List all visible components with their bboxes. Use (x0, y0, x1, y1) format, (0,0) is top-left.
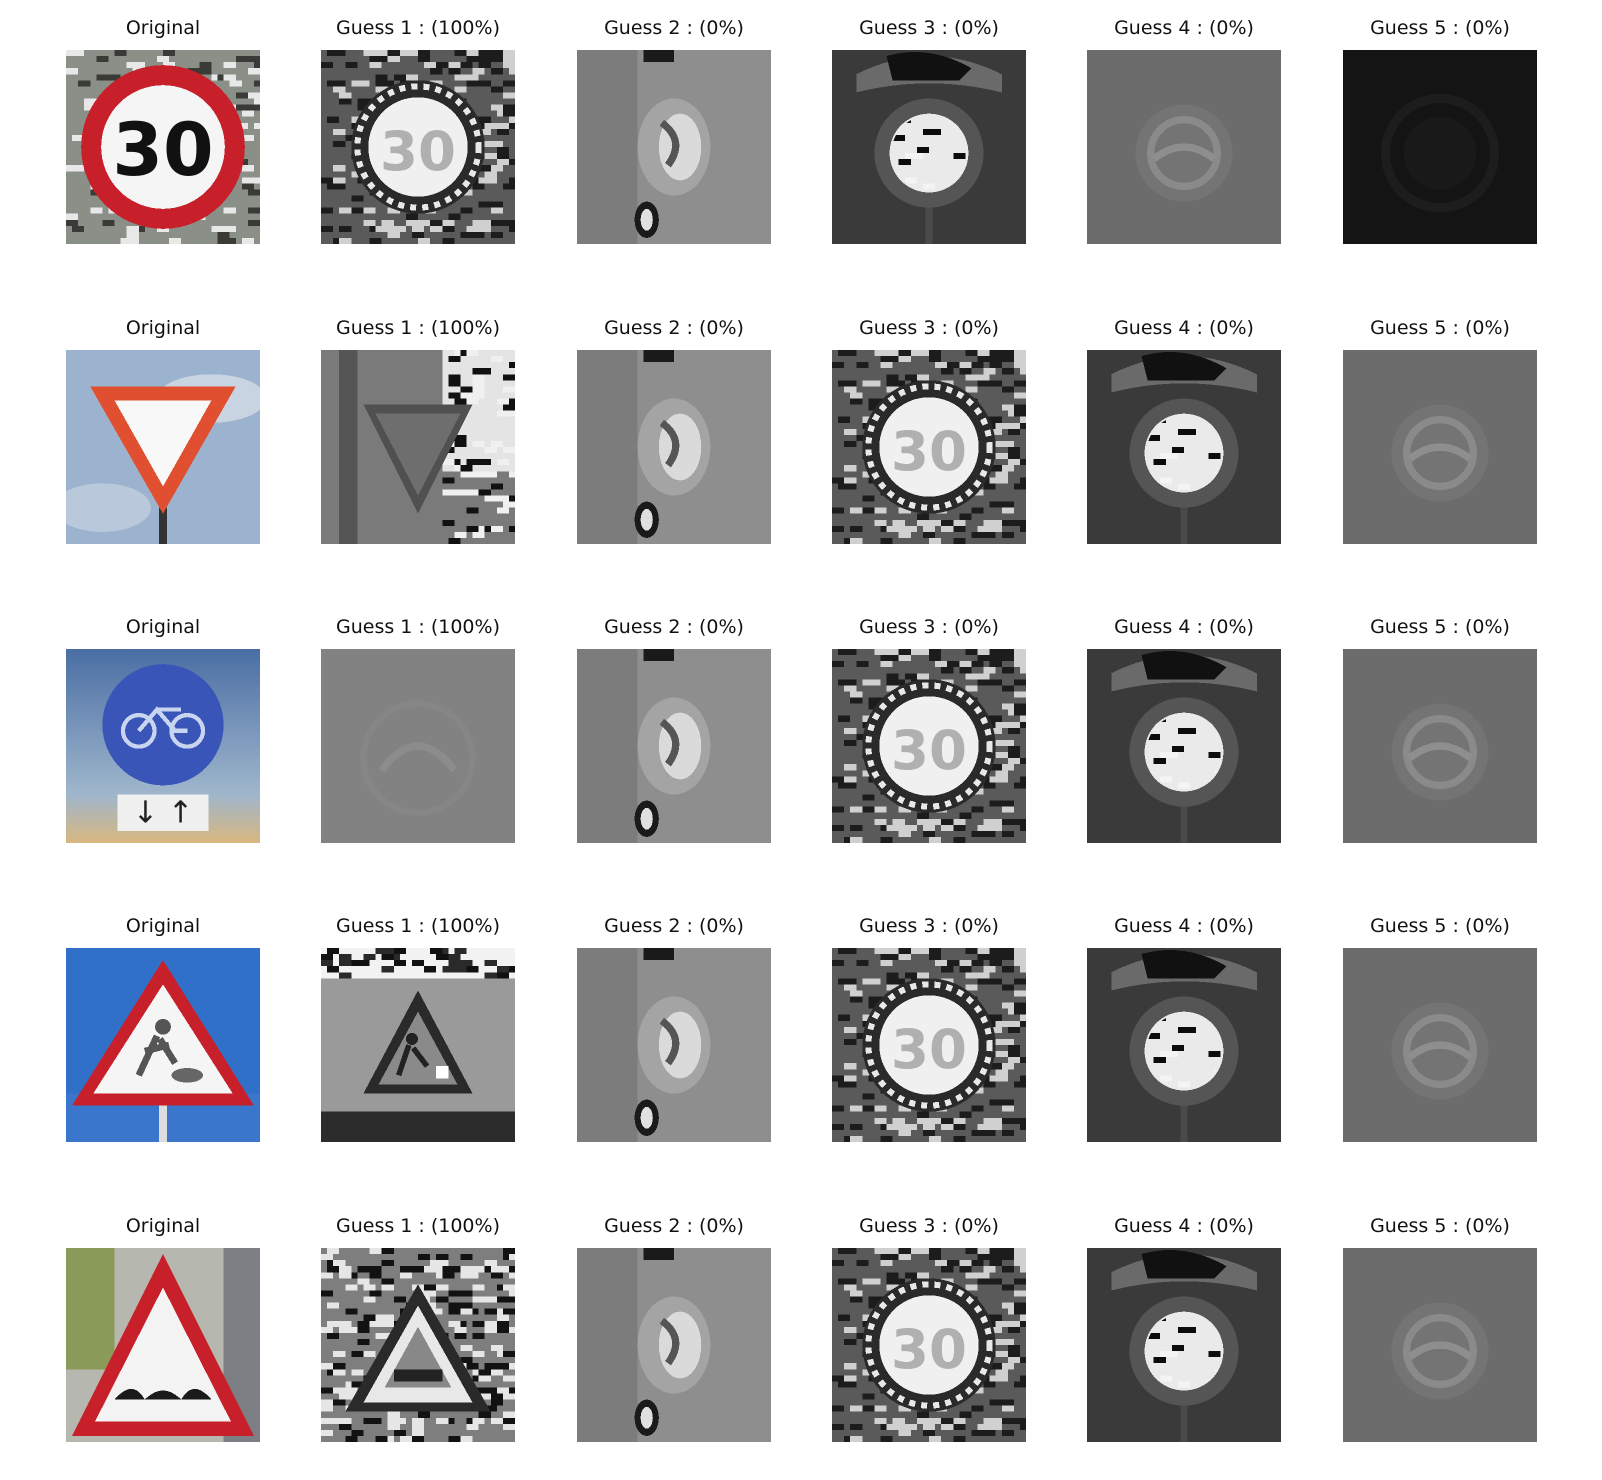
row-1-guess-3-panel: Guess 3 : (0%) (832, 14, 1026, 244)
speed-limit-30-grayscale-image: 30 (832, 1248, 1026, 1442)
svg-text:30: 30 (891, 1317, 967, 1381)
row-3-guess-5-panel: Guess 5 : (0%) (1343, 613, 1537, 843)
row-2-original-title: Original (125, 317, 201, 339)
row-5-guess-3-title: Guess 3 : (0%) (859, 1215, 999, 1237)
bumpy-road-sign-image (66, 1248, 260, 1442)
row-2-guess-3-panel: Guess 3 : (0%) 30 (832, 314, 1026, 544)
row-4-guess-4-panel: Guess 4 : (0%) (1087, 912, 1281, 1142)
row-4-guess-5-panel: Guess 5 : (0%) (1343, 912, 1537, 1142)
row-5-guess-2-title: Guess 2 : (0%) (604, 1215, 744, 1237)
row-5-guess-4-title: Guess 4 : (0%) (1114, 1215, 1254, 1237)
row-4-guess-2-panel: Guess 2 : (0%) (577, 912, 771, 1142)
row-2-guess-4-panel: Guess 4 : (0%) (1087, 314, 1281, 544)
speed-limit-30-grayscale-image: 30 (321, 50, 515, 244)
row-5-original-title: Original (125, 1215, 201, 1237)
svg-text:30: 30 (891, 1017, 967, 1081)
row-1-guess-4-title: Guess 4 : (0%) (1114, 17, 1254, 39)
road-work-sign-image (66, 948, 260, 1142)
row-3-guess-2-title: Guess 2 : (0%) (604, 616, 744, 638)
row-1-original-panel: Original 30 (66, 14, 260, 244)
row-2-guess-5-title: Guess 5 : (0%) (1370, 317, 1510, 339)
dark-round-sign-grayscale-image (1087, 350, 1281, 544)
row-3-guess-4-title: Guess 4 : (0%) (1114, 616, 1254, 638)
row-3-guess-3-title: Guess 3 : (0%) (859, 616, 999, 638)
row-5-guess-3-panel: Guess 3 : (0%) 30 (832, 1212, 1026, 1442)
row-2-guess-1-panel: Guess 1 : (100%) (321, 314, 515, 544)
faint-round-sign-grayscale-image (1343, 350, 1537, 544)
row-5-guess-1-panel: Guess 1 : (100%) (321, 1212, 515, 1442)
yield-sign-image (66, 350, 260, 544)
row-3-guess-3-panel: Guess 3 : (0%) 30 (832, 613, 1026, 843)
dark-round-sign-grayscale-image (1087, 649, 1281, 843)
speed-limit-30-sign-image: 30 (66, 50, 260, 244)
row-2-guess-2-panel: Guess 2 : (0%) (577, 314, 771, 544)
row-2-guess-1-title: Guess 1 : (100%) (335, 317, 500, 339)
row-2-guess-5-panel: Guess 5 : (0%) (1343, 314, 1537, 544)
speed-limit-30-grayscale-image: 30 (832, 350, 1026, 544)
row-4-guess-2-title: Guess 2 : (0%) (604, 915, 744, 937)
row-4-guess-3-title: Guess 3 : (0%) (859, 915, 999, 937)
faint-blank-sign-grayscale-image (321, 649, 515, 843)
row-1-guess-2-title: Guess 2 : (0%) (604, 17, 744, 39)
speed-limit-30-grayscale-image: 30 (832, 948, 1026, 1142)
row-4-guess-1-panel: Guess 1 : (100%) (321, 912, 515, 1142)
yield-sign-grayscale-image (321, 350, 515, 544)
row-5-guess-5-title: Guess 5 : (0%) (1370, 1215, 1510, 1237)
row-5-guess-2-panel: Guess 2 : (0%) (577, 1212, 771, 1442)
row-1-guess-5-panel: Guess 5 : (0%) (1343, 14, 1537, 244)
row-3-guess-4-panel: Guess 4 : (0%) (1087, 613, 1281, 843)
blurry-sign-grayscale-image (577, 350, 771, 544)
faint-round-sign-grayscale-image (1343, 649, 1537, 843)
speed-limit-30-grayscale-image: 30 (832, 649, 1026, 843)
faint-round-sign-grayscale-image (1343, 1248, 1537, 1442)
row-4-guess-3-panel: Guess 3 : (0%) 30 (832, 912, 1026, 1142)
row-3-guess-5-title: Guess 5 : (0%) (1370, 616, 1510, 638)
svg-text:↓ ↑: ↓ ↑ (133, 795, 193, 830)
bicycle-path-sign-image: ↓ ↑ (66, 649, 260, 843)
row-3-guess-2-panel: Guess 2 : (0%) (577, 613, 771, 843)
row-2-guess-4-title: Guess 4 : (0%) (1114, 317, 1254, 339)
row-5-original-panel: Original (66, 1212, 260, 1442)
row-1-guess-5-title: Guess 5 : (0%) (1370, 17, 1510, 39)
blurry-sign-grayscale-image (577, 50, 771, 244)
row-3-guess-1-title: Guess 1 : (100%) (335, 616, 500, 638)
row-1-guess-1-panel: Guess 1 : (100%) 30 (321, 14, 515, 244)
row-3-guess-1-panel: Guess 1 : (100%) (321, 613, 515, 843)
dark-round-sign-grayscale-image (1087, 948, 1281, 1142)
row-1-guess-4-panel: Guess 4 : (0%) (1087, 14, 1281, 244)
row-4-original-panel: Original (66, 912, 260, 1142)
svg-text:30: 30 (891, 419, 967, 483)
row-1-guess-3-title: Guess 3 : (0%) (859, 17, 999, 39)
blurry-sign-grayscale-image (577, 1248, 771, 1442)
row-4-guess-4-title: Guess 4 : (0%) (1114, 915, 1254, 937)
row-4-original-title: Original (125, 915, 201, 937)
row-2-guess-2-title: Guess 2 : (0%) (604, 317, 744, 339)
row-1-original-title: Original (125, 17, 201, 39)
very-dark-sign-grayscale-image (1343, 50, 1537, 244)
row-3-original-title: Original (125, 616, 201, 638)
row-5-guess-5-panel: Guess 5 : (0%) (1343, 1212, 1537, 1442)
row-2-original-panel: Original (66, 314, 260, 544)
blurry-sign-grayscale-image (577, 948, 771, 1142)
row-3-original-panel: Original ↓ ↑ (66, 613, 260, 843)
faint-round-sign-grayscale-image (1087, 50, 1281, 244)
row-2-guess-3-title: Guess 3 : (0%) (859, 317, 999, 339)
blurry-sign-grayscale-image (577, 649, 771, 843)
faint-round-sign-grayscale-image (1343, 948, 1537, 1142)
bumpy-road-grayscale-image (321, 1248, 515, 1442)
dark-round-sign-grayscale-image (832, 50, 1026, 244)
row-4-guess-5-title: Guess 5 : (0%) (1370, 915, 1510, 937)
row-5-guess-1-title: Guess 1 : (100%) (335, 1215, 500, 1237)
row-1-guess-2-panel: Guess 2 : (0%) (577, 14, 771, 244)
row-5-guess-4-panel: Guess 4 : (0%) (1087, 1212, 1281, 1442)
svg-text:30: 30 (380, 119, 456, 183)
road-work-grayscale-image (321, 948, 515, 1142)
svg-text:30: 30 (891, 718, 967, 782)
svg-text:30: 30 (112, 108, 213, 193)
row-4-guess-1-title: Guess 1 : (100%) (335, 915, 500, 937)
dark-round-sign-grayscale-image (1087, 1248, 1281, 1442)
row-1-guess-1-title: Guess 1 : (100%) (335, 17, 500, 39)
